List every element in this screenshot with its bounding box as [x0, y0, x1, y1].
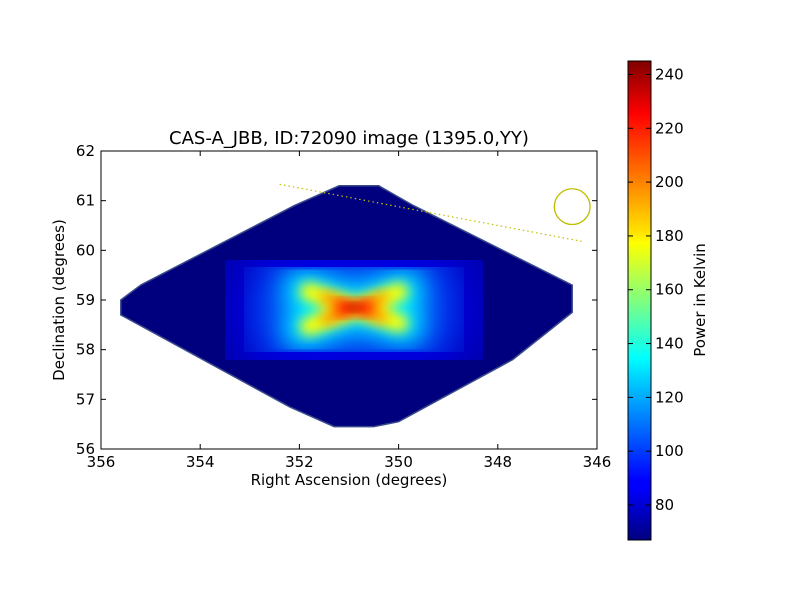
x-tick-label: 356 [87, 453, 116, 471]
beam-circle [553, 188, 591, 226]
colorbar-tick-label: 140 [655, 335, 684, 353]
y-tick-label: 61 [76, 192, 95, 210]
x-tick-label: 350 [384, 453, 413, 471]
x-tick-label: 354 [186, 453, 215, 471]
y-tick-label: 60 [76, 241, 95, 259]
y-tick-label: 57 [76, 390, 95, 408]
y-tick-label: 56 [76, 440, 95, 458]
colorbar-tick-label: 80 [655, 496, 674, 514]
chart-title: CAS-A_JBB, ID:72090 image (1395.0,YY) [169, 128, 529, 149]
y-tick-label: 58 [76, 341, 95, 359]
y-tick-label: 62 [76, 142, 95, 160]
colorbar-tick-label: 240 [655, 65, 684, 83]
x-axis: 356 354 352 350 348 346 [87, 151, 612, 471]
colorbar [627, 60, 652, 541]
colorbar-tick-label: 120 [655, 388, 684, 406]
y-axis-label: Declination (degrees) [50, 219, 68, 381]
x-tick-label: 348 [483, 453, 512, 471]
track-line [279, 183, 583, 242]
colorbar-tick-label: 200 [655, 173, 684, 191]
colorbar-tick-label: 100 [655, 442, 684, 460]
y-tick-label: 59 [76, 291, 95, 309]
x-tick-label: 346 [583, 453, 612, 471]
y-axis: 62 61 60 59 58 57 56 [76, 142, 597, 458]
colorbar-tick-label: 220 [655, 119, 684, 137]
colorbar-tick-label: 160 [655, 281, 684, 299]
x-tick-label: 352 [285, 453, 314, 471]
colorbar-tick-label: 180 [655, 227, 684, 245]
colorbar-label: Power in Kelvin [691, 243, 709, 357]
colorbar-ticks: 80 100 120 140 160 180 200 220 240 [628, 65, 684, 514]
x-axis-label: Right Ascension (degrees) [251, 471, 448, 489]
image-layer [120, 185, 573, 428]
source-emission [214, 210, 494, 410]
source-peak [347, 304, 360, 311]
